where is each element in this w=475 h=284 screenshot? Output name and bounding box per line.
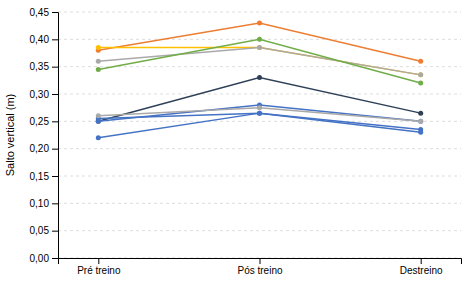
y-tick: 0,35 bbox=[30, 61, 58, 72]
x-tick-mark bbox=[260, 258, 261, 264]
y-tick-label: 0,35 bbox=[30, 61, 50, 72]
y-tick-label: 0,25 bbox=[30, 116, 50, 127]
x-tick-label: Pré treino bbox=[77, 265, 121, 276]
series bbox=[96, 111, 423, 141]
y-axis-title: Salto vertical (m) bbox=[4, 94, 16, 177]
y-tick-label: 0,15 bbox=[30, 171, 50, 182]
series-point bbox=[96, 135, 101, 140]
y-tick-label: 0,40 bbox=[30, 34, 50, 45]
series-point bbox=[257, 20, 262, 25]
y-axis-line bbox=[52, 13, 59, 259]
series-point bbox=[257, 75, 262, 80]
grid bbox=[58, 12, 461, 258]
y-tick: 0,20 bbox=[30, 143, 58, 154]
y-tick-mark bbox=[52, 258, 58, 259]
y-tick: 0,15 bbox=[30, 171, 58, 182]
series bbox=[96, 105, 423, 124]
series-point bbox=[257, 111, 262, 116]
series-line bbox=[98, 78, 420, 122]
x-tick-label: Pós treino bbox=[237, 265, 282, 276]
series-point bbox=[418, 119, 423, 124]
y-tick-label: 0,10 bbox=[30, 198, 50, 209]
series-line bbox=[98, 48, 420, 75]
series bbox=[96, 37, 423, 86]
grid-line bbox=[58, 94, 461, 95]
series-point bbox=[257, 45, 262, 50]
y-tick-mark bbox=[52, 67, 58, 68]
x-tick-mark bbox=[421, 258, 422, 264]
x-tick-label: Destreino bbox=[400, 265, 443, 276]
series-point bbox=[418, 81, 423, 86]
y-tick-mark bbox=[52, 12, 58, 13]
y-tick: 0,10 bbox=[30, 198, 58, 209]
x-tick: Destreino bbox=[400, 258, 443, 276]
series-line bbox=[98, 39, 420, 83]
series-point bbox=[418, 72, 423, 77]
series-point bbox=[96, 67, 101, 72]
y-tick: 0,30 bbox=[30, 89, 58, 100]
y-tick-label: 0,00 bbox=[30, 253, 50, 264]
y-tick: 0,45 bbox=[30, 7, 58, 18]
series-point bbox=[418, 111, 423, 116]
y-tick-mark bbox=[52, 231, 58, 232]
grid-line bbox=[58, 176, 461, 177]
series-point bbox=[257, 105, 262, 110]
marks bbox=[96, 20, 423, 140]
x-tick: Pós treino bbox=[237, 258, 282, 276]
y-tick-mark bbox=[52, 149, 58, 150]
y-tick: 0,40 bbox=[30, 34, 58, 45]
y-tick-mark bbox=[52, 176, 58, 177]
series-point bbox=[96, 113, 101, 118]
series-point bbox=[257, 111, 262, 116]
y-axis: 0,00 0,05 0,10 0,15 0,20 0,25 0,30 0,35 0,40 0,45 bbox=[30, 7, 59, 264]
plot: 0,00 0,05 0,10 0,15 0,20 0,25 0,30 0,35 0,40 0,45… bbox=[30, 7, 462, 276]
grid-line bbox=[58, 121, 461, 122]
x-tick: Pré treino bbox=[77, 258, 121, 276]
y-tick-label: 0,20 bbox=[30, 143, 50, 154]
x-axis-line bbox=[59, 259, 462, 265]
series-point bbox=[418, 72, 423, 77]
series-line bbox=[98, 48, 420, 75]
series bbox=[96, 102, 423, 123]
series-point bbox=[96, 45, 101, 50]
y-tick: 0,05 bbox=[30, 225, 58, 236]
series-point bbox=[96, 59, 101, 64]
series-point bbox=[418, 59, 423, 64]
y-tick: 0,00 bbox=[30, 253, 58, 264]
y-tick-label: 0,05 bbox=[30, 225, 50, 236]
y-tick: 0,25 bbox=[30, 116, 58, 127]
y-tick-label: 0,45 bbox=[30, 7, 50, 18]
grid-line bbox=[58, 203, 461, 204]
y-tick-label: 0,30 bbox=[30, 89, 50, 100]
series-line bbox=[98, 113, 420, 138]
grid-line bbox=[58, 12, 461, 13]
series-point bbox=[418, 119, 423, 124]
y-tick-mark bbox=[52, 39, 58, 40]
x-tick-mark bbox=[98, 258, 99, 264]
series-line bbox=[98, 23, 420, 61]
series-line bbox=[98, 105, 420, 121]
series-point bbox=[257, 37, 262, 42]
y-tick-mark bbox=[52, 121, 58, 122]
chart: 0,00 0,05 0,10 0,15 0,20 0,25 0,30 0,35 0,40 0,45… bbox=[0, 0, 475, 284]
grid-line bbox=[58, 148, 461, 149]
y-tick-mark bbox=[52, 203, 58, 204]
x-axis: Pré treino Pós treino Destreino bbox=[59, 258, 462, 276]
series-point bbox=[257, 45, 262, 50]
series-point bbox=[418, 130, 423, 135]
grid-line bbox=[58, 230, 461, 231]
y-tick-mark bbox=[52, 94, 58, 95]
